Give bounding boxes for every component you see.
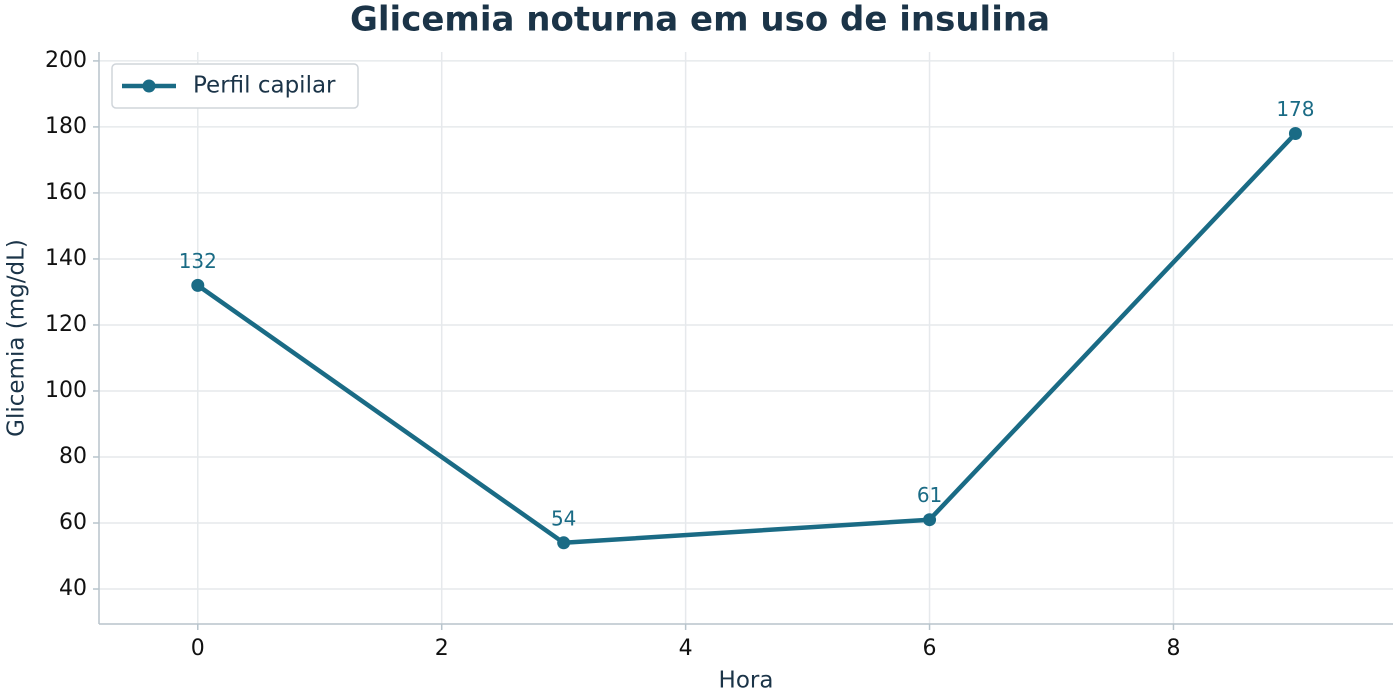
x-tick-label: 0 xyxy=(191,636,205,661)
y-tick-label: 40 xyxy=(59,576,87,601)
x-tick-label: 6 xyxy=(923,636,937,661)
x-axis-label: Hora xyxy=(719,668,774,694)
data-label: 54 xyxy=(551,506,576,530)
legend-box xyxy=(111,63,359,109)
point xyxy=(557,536,571,550)
data-label: 178 xyxy=(1276,97,1314,121)
point xyxy=(923,513,937,527)
point xyxy=(1288,127,1302,141)
y-tick-label: 80 xyxy=(59,444,87,469)
x-tick-label: 8 xyxy=(1166,636,1180,661)
y-tick-label: 60 xyxy=(59,510,87,535)
data-label: 132 xyxy=(179,249,217,273)
x-tick-label: 2 xyxy=(435,636,449,661)
y-tick-label: 160 xyxy=(45,180,87,205)
y-tick-label: 180 xyxy=(45,114,87,139)
data-label: 61 xyxy=(917,483,942,507)
chart-title: Glicemia noturna em uso de insulina xyxy=(350,0,1050,40)
legend-marker xyxy=(142,79,156,93)
y-axis-label: Glicemia (mg/dL) xyxy=(4,239,30,437)
point xyxy=(191,278,205,292)
x-tick-label: 4 xyxy=(679,636,693,661)
line xyxy=(196,131,1298,546)
y-tick-label: 140 xyxy=(45,246,87,271)
y-tick-label: 100 xyxy=(45,378,87,403)
legend-label: Perfil capilar xyxy=(193,73,336,99)
y-tick-label: 120 xyxy=(45,312,87,337)
y-tick-label: 200 xyxy=(45,48,87,73)
